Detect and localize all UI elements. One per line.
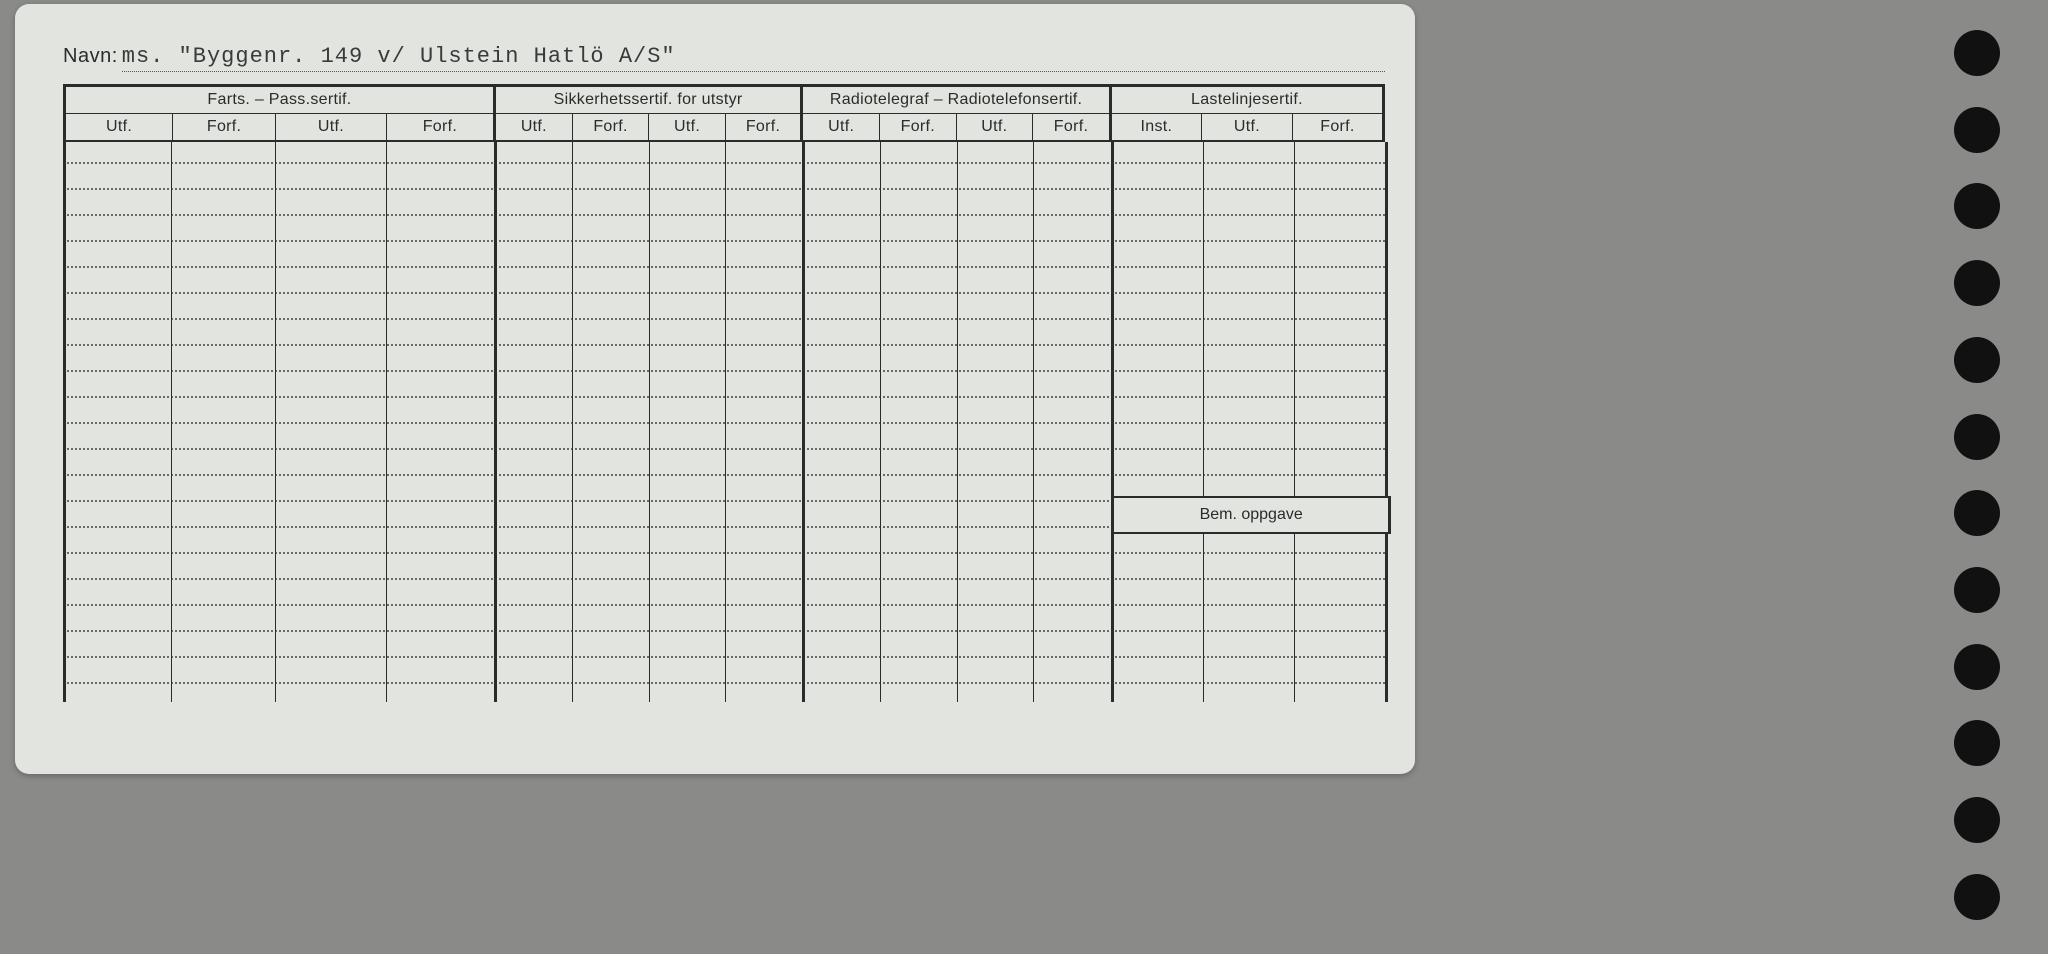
sub-header: Forf. [1292,114,1383,142]
binder-hole [1954,567,2000,613]
sub-header: Utf. [65,114,173,142]
sub-header: Forf. [572,114,649,142]
binder-hole [1954,874,2000,920]
binder-hole [1954,644,2000,690]
group-header: Lastelinjesertif. [1110,86,1383,114]
record-card: Navn: ms. "Byggenr. 149 v/ Ulstein Hatlö… [15,4,1415,774]
sub-header: Inst. [1110,114,1201,142]
sub-header: Forf. [173,114,276,142]
binder-hole [1954,414,2000,460]
binder-holes [1954,30,2004,920]
binder-hole [1954,107,2000,153]
sub-header: Forf. [880,114,957,142]
sub-header: Utf. [649,114,726,142]
sub-header: Utf. [276,114,387,142]
grid-body: Bem. oppgave [63,142,1385,702]
group-header: Farts. – Pass.sertif. [65,86,495,114]
binder-hole [1954,490,2000,536]
header-table: Farts. – Pass.sertif.Sikkerhetssertif. f… [63,84,1385,142]
certificate-grid: Farts. – Pass.sertif.Sikkerhetssertif. f… [63,84,1385,724]
sub-header: Forf. [386,114,494,142]
binder-hole [1954,183,2000,229]
name-label: Navn: [63,45,118,68]
group-header: Radiotelegraf – Radiotelefonsertif. [802,86,1111,114]
group-header: Sikkerhetssertif. for utstyr [494,86,801,114]
binder-hole [1954,337,2000,383]
binder-hole [1954,260,2000,306]
binder-hole [1954,30,2000,76]
name-value: ms. "Byggenr. 149 v/ Ulstein Hatlö A/S" [122,44,1385,72]
name-row: Navn: ms. "Byggenr. 149 v/ Ulstein Hatlö… [63,44,1385,72]
binder-hole [1954,797,2000,843]
sub-header: Utf. [494,114,572,142]
sub-header: Forf. [725,114,802,142]
sub-header: Utf. [1201,114,1292,142]
vertical-rules [63,142,1385,702]
binder-hole [1954,720,2000,766]
sub-header: Forf. [1033,114,1111,142]
sub-header: Utf. [802,114,880,142]
sub-header: Utf. [956,114,1033,142]
